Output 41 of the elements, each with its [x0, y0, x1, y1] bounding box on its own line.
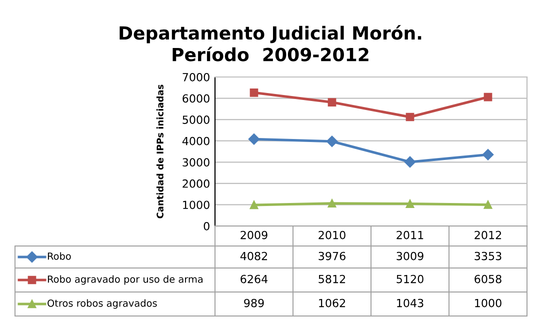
point: [250, 88, 258, 97]
data-label: 6264: [240, 274, 268, 284]
point: [484, 200, 492, 209]
y-tick-label: 0: [204, 222, 210, 230]
point: [328, 199, 336, 208]
y-tick-label: 6000: [182, 94, 210, 103]
point: [250, 200, 258, 210]
point: [248, 134, 260, 145]
point: [484, 92, 492, 102]
data-label: 1000: [475, 298, 502, 308]
data-label: 3976: [318, 252, 346, 260]
x-tick-label: 2009: [240, 230, 268, 240]
y-tick-label: 3000: [182, 158, 210, 167]
legend-label: Robo agravado por uso de arma: [48, 275, 203, 285]
x-tick-label: 2012: [474, 230, 502, 240]
data-label: 5812: [318, 274, 346, 284]
y-tick-label: 2000: [182, 179, 210, 188]
point: [404, 156, 416, 168]
y-axis-title: Cantidad de IPPs iniciadas: [156, 84, 164, 218]
point: [406, 112, 414, 122]
y-tick-label: 7000: [182, 72, 210, 82]
data-label: 1043: [397, 298, 424, 308]
point: [326, 136, 338, 147]
point: [406, 200, 414, 208]
x-tick-label: 2011: [396, 230, 424, 240]
chart-title: Departamento Judicial Morón. Período 2009-2012: [120, 25, 422, 62]
data-label: 6058: [474, 274, 502, 284]
point: [482, 149, 494, 160]
data-label: 3009: [396, 252, 424, 260]
x-tick-label: 2010: [318, 230, 346, 240]
y-tick-label: 1000: [183, 200, 210, 210]
data-label: 3353: [474, 252, 502, 260]
data-label: 1062: [319, 298, 346, 308]
y-tick-label: 5000: [182, 116, 210, 124]
legend-label: Otros robos agravados: [48, 299, 157, 309]
point: [328, 98, 336, 106]
data-label: 989: [244, 298, 264, 308]
y-tick-label: 4000: [182, 136, 210, 146]
legend-label: Robo: [48, 252, 71, 260]
data-label: 5120: [396, 274, 424, 284]
data-label: 4082: [240, 252, 268, 260]
